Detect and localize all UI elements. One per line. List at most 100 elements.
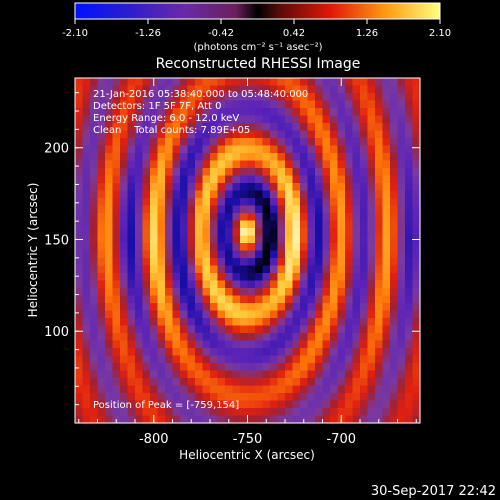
- heatmap-cell: [127, 385, 136, 394]
- heatmap-cell: [277, 370, 286, 379]
- heatmap-cell: [240, 408, 249, 417]
- heatmap-cell: [157, 288, 166, 297]
- heatmap-cell: [255, 145, 264, 154]
- heatmap-cell: [255, 213, 264, 222]
- heatmap-cell: [165, 325, 174, 334]
- heatmap-cell: [375, 78, 384, 87]
- heatmap-cell: [300, 408, 309, 417]
- heatmap-cell: [90, 205, 99, 214]
- heatmap-cell: [112, 325, 121, 334]
- heatmap-cell: [180, 303, 189, 312]
- heatmap-cell: [322, 108, 331, 117]
- heatmap-cell: [285, 400, 294, 409]
- heatmap-cell: [307, 243, 316, 252]
- heatmap-cell: [285, 220, 294, 229]
- heatmap-cell: [75, 190, 84, 199]
- heatmap-cell: [337, 138, 346, 147]
- heatmap-cell: [412, 78, 421, 87]
- heatmap-cell: [135, 348, 144, 357]
- heatmap-cell: [195, 295, 204, 304]
- heatmap-cell: [97, 100, 106, 109]
- heatmap-cell: [390, 303, 399, 312]
- heatmap-cell: [412, 393, 421, 402]
- heatmap-cell: [405, 280, 414, 289]
- heatmap-cell: [97, 303, 106, 312]
- heatmap-cell: [210, 160, 219, 169]
- heatmap-cell: [112, 100, 121, 109]
- heatmap-cell: [127, 303, 136, 312]
- heatmap-cell: [412, 213, 421, 222]
- heatmap-cell: [367, 370, 376, 379]
- heatmap-cell: [255, 333, 264, 342]
- heatmap-cell: [210, 310, 219, 319]
- heatmap-cell: [315, 123, 324, 132]
- heatmap-cell: [345, 138, 354, 147]
- heatmap-cell: [135, 153, 144, 162]
- heatmap-cell: [292, 235, 301, 244]
- heatmap-cell: [292, 130, 301, 139]
- heatmap-cell: [397, 303, 406, 312]
- heatmap-cell: [412, 93, 421, 102]
- heatmap-cell: [345, 333, 354, 342]
- heatmap-cell: [367, 220, 376, 229]
- heatmap-cell: [382, 318, 391, 327]
- heatmap-cell: [390, 273, 399, 282]
- heatmap-cell: [187, 288, 196, 297]
- heatmap-cell: [330, 310, 339, 319]
- heatmap-cell: [217, 348, 226, 357]
- heatmap-cell: [150, 108, 159, 117]
- heatmap-cell: [382, 243, 391, 252]
- heatmap-cell: [390, 115, 399, 124]
- heatmap-cell: [262, 220, 271, 229]
- heatmap-cell: [315, 235, 324, 244]
- heatmap-cell: [120, 175, 129, 184]
- heatmap-cell: [217, 213, 226, 222]
- heatmap-cell: [405, 85, 414, 94]
- heatmap-cell: [285, 288, 294, 297]
- heatmap-cell: [82, 310, 91, 319]
- heatmap-cell: [225, 280, 234, 289]
- heatmap-cell: [105, 385, 114, 394]
- heatmap-cell: [412, 153, 421, 162]
- heatmap-cell: [120, 213, 129, 222]
- heatmap-cell: [232, 78, 241, 87]
- heatmap-cell: [172, 153, 181, 162]
- heatmap-cell: [247, 258, 256, 267]
- heatmap-cell: [90, 160, 99, 169]
- heatmap-cell: [367, 393, 376, 402]
- heatmap-cell: [127, 85, 136, 94]
- heatmap-cell: [105, 168, 114, 177]
- annotation-total-counts: Clean Total counts: 7.89E+05: [93, 125, 250, 136]
- heatmap-cell: [180, 175, 189, 184]
- heatmap-cell: [367, 243, 376, 252]
- heatmap-cell: [75, 408, 84, 417]
- heatmap-cell: [172, 160, 181, 169]
- heatmap-cell: [367, 78, 376, 87]
- heatmap-cell: [75, 115, 84, 124]
- heatmap-cell: [75, 138, 84, 147]
- heatmap-cell: [232, 348, 241, 357]
- y-axis-label: Heliocentric Y (arcsec): [26, 183, 40, 318]
- heatmap-cell: [210, 85, 219, 94]
- colorbar-tick-label: 2.10: [429, 28, 451, 39]
- heatmap-cell: [330, 370, 339, 379]
- heatmap-cell: [172, 243, 181, 252]
- heatmap-cell: [210, 168, 219, 177]
- heatmap-cell: [247, 130, 256, 139]
- heatmap-cell: [285, 235, 294, 244]
- heatmap-cell: [397, 295, 406, 304]
- heatmap-cell: [210, 288, 219, 297]
- heatmap-cell: [277, 115, 286, 124]
- heatmap-cell: [277, 183, 286, 192]
- heatmap-cell: [210, 303, 219, 312]
- heatmap-cell: [330, 198, 339, 207]
- heatmap-cell: [195, 78, 204, 87]
- heatmap-cell: [307, 265, 316, 274]
- heatmap-cell: [292, 325, 301, 334]
- heatmap-cell: [315, 393, 324, 402]
- heatmap-cell: [270, 340, 279, 349]
- heatmap-cell: [255, 265, 264, 274]
- heatmap-cell: [375, 288, 384, 297]
- heatmap-cell: [135, 393, 144, 402]
- heatmap-cell: [105, 183, 114, 192]
